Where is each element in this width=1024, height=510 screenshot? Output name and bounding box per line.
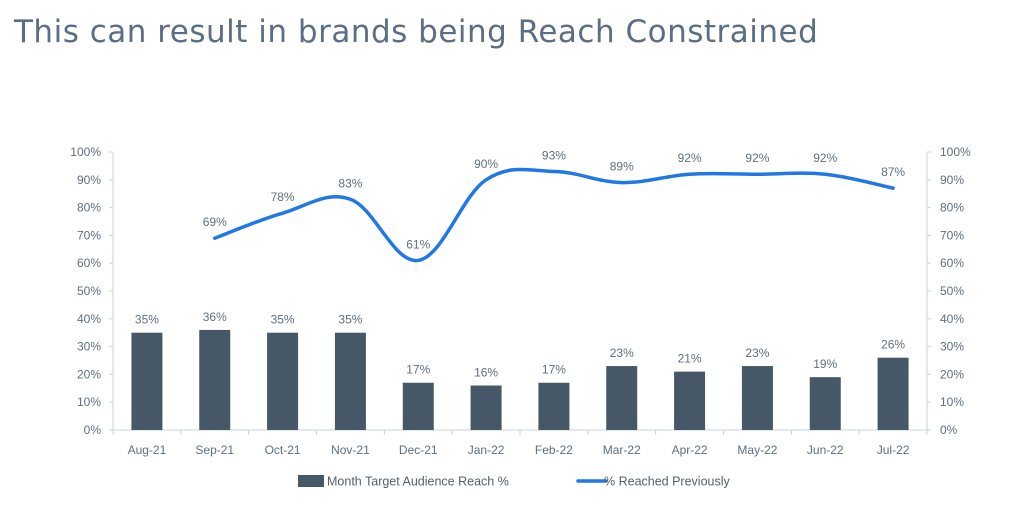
- bar-series: [131, 329, 909, 430]
- data-labels: 35% 36% 35% 35% 17% 16% 17% 23% 21% 23% 19% 26% 69% 7…: [135, 148, 906, 379]
- x-tick-label: Jan-22: [468, 443, 505, 457]
- y-tick-label-left: 60%: [77, 256, 101, 270]
- x-tick-label: Nov-21: [331, 443, 370, 457]
- x-tick-label: Sep-21: [195, 443, 234, 457]
- y-tick-label-right: 80%: [940, 201, 964, 215]
- line-data-label: 92%: [678, 151, 702, 165]
- y-tick-label-left: 20%: [77, 367, 101, 381]
- y-tick-label-left: 10%: [77, 395, 101, 409]
- bar: [741, 366, 773, 430]
- x-tick-label: Aug-21: [128, 443, 167, 457]
- line-data-label: 78%: [271, 190, 295, 204]
- line-data-label: 92%: [745, 151, 769, 165]
- legend-label-bar: Month Target Audience Reach %: [327, 475, 509, 489]
- x-tick-label: Dec-21: [399, 443, 438, 457]
- y-tick-label-right: 60%: [940, 256, 964, 270]
- bar-data-label: 19%: [813, 357, 837, 371]
- bar: [538, 382, 570, 430]
- y-tick-label-left: 50%: [77, 284, 101, 298]
- bar: [674, 371, 706, 430]
- bar: [809, 377, 841, 430]
- bar-data-label: 23%: [610, 346, 634, 360]
- x-tick-label: Feb-22: [535, 443, 573, 457]
- bar: [402, 382, 434, 430]
- bar-data-label: 17%: [542, 363, 566, 377]
- y-tick-label-left: 0%: [84, 423, 102, 437]
- line-data-label: 69%: [203, 215, 227, 229]
- y-tick-label-left: 80%: [77, 201, 101, 215]
- bar: [199, 329, 231, 430]
- bar-data-label: 35%: [135, 313, 159, 327]
- y-tick-label-right: 40%: [940, 312, 964, 326]
- bar-data-label: 23%: [745, 346, 769, 360]
- x-tick-label: Jul-22: [877, 443, 910, 457]
- legend-swatch-bar: [298, 475, 324, 487]
- line-data-label: 90%: [474, 157, 498, 171]
- bar-data-label: 26%: [881, 338, 905, 352]
- bar-data-label: 35%: [271, 313, 295, 327]
- chart-legend: Month Target Audience Reach % % Reached P…: [298, 475, 731, 489]
- y-tick-label-right: 0%: [940, 423, 958, 437]
- line-data-label: 61%: [406, 237, 430, 251]
- bar: [131, 332, 163, 430]
- y-tick-label-right: 50%: [940, 284, 964, 298]
- y-tick-label-right: 30%: [940, 340, 964, 354]
- x-tick-label: Oct-21: [265, 443, 301, 457]
- y-tick-label-left: 40%: [77, 312, 101, 326]
- y-tick-label-left: 90%: [77, 173, 101, 187]
- bar: [470, 385, 502, 430]
- x-tick-label: Apr-22: [672, 443, 708, 457]
- bar: [606, 366, 638, 430]
- bar-data-label: 21%: [678, 352, 702, 366]
- bar-data-label: 17%: [406, 363, 430, 377]
- line-data-label: 93%: [542, 148, 566, 162]
- slide-title: This can result in brands being Reach Co…: [14, 14, 819, 50]
- bar: [267, 332, 299, 430]
- legend-label-line: % Reached Previously: [604, 475, 731, 489]
- y-tick-label-right: 90%: [940, 173, 964, 187]
- line-series: [213, 167, 895, 263]
- y-tick-label-left: 30%: [77, 340, 101, 354]
- y-tick-label-right: 10%: [940, 395, 964, 409]
- y-tick-label-left: 100%: [70, 145, 101, 159]
- y-tick-label-left: 70%: [77, 228, 101, 242]
- bar-data-label: 16%: [474, 366, 498, 380]
- x-tick-label: Jun-22: [807, 443, 844, 457]
- bar: [334, 332, 366, 430]
- y-tick-label-right: 20%: [940, 367, 964, 381]
- line-data-label: 87%: [881, 165, 905, 179]
- line-data-label: 83%: [338, 176, 362, 190]
- y-tick-label-right: 70%: [940, 228, 964, 242]
- bar-data-label: 36%: [203, 310, 227, 324]
- line-data-label: 89%: [610, 160, 634, 174]
- bar: [877, 357, 909, 430]
- chart-axes: 0% 10% 20% 30% 40% 50% 60% 70% 80% 90% 100% 0% 10% 20…: [70, 145, 971, 457]
- y-tick-label-right: 100%: [940, 145, 971, 159]
- x-tick-label: Mar-22: [603, 443, 641, 457]
- x-tick-label: May-22: [737, 443, 777, 457]
- line-data-label: 92%: [813, 151, 837, 165]
- reach-line: [213, 167, 895, 263]
- bar-data-label: 35%: [338, 313, 362, 327]
